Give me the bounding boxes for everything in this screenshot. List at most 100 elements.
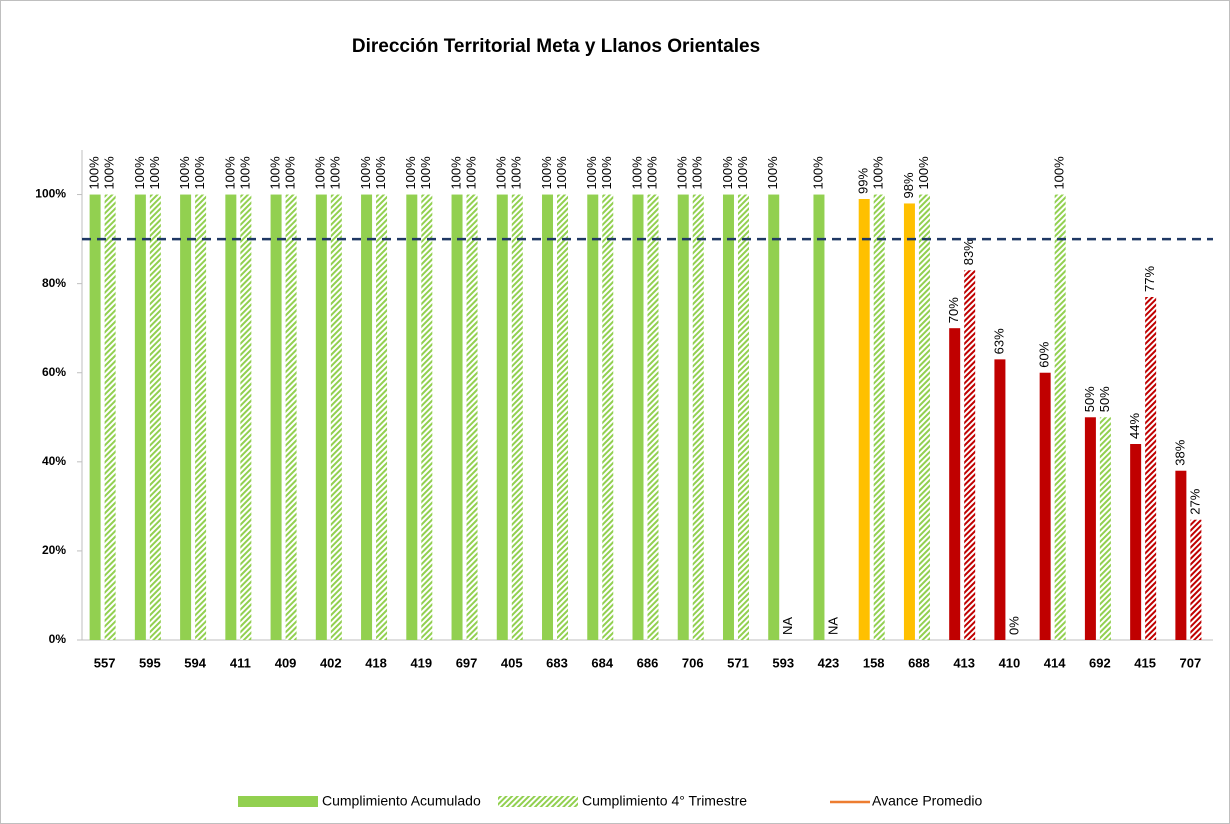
bar — [1130, 444, 1142, 640]
data-label: NA — [780, 617, 795, 635]
bar — [949, 328, 961, 640]
x-tick-label: 409 — [275, 655, 297, 670]
data-label: 100% — [720, 156, 735, 190]
data-label: 83% — [961, 239, 976, 265]
bar — [813, 194, 825, 640]
bar — [1175, 470, 1187, 640]
data-label: 27% — [1187, 488, 1202, 514]
data-label: 100% — [509, 156, 524, 190]
data-label: 0% — [1006, 616, 1021, 635]
x-tick-label: 402 — [320, 655, 342, 670]
bar — [315, 194, 327, 640]
x-tick-label: 571 — [727, 655, 749, 670]
bar — [361, 194, 373, 640]
bar — [1039, 372, 1051, 640]
bar — [270, 194, 282, 640]
bar — [511, 194, 523, 640]
bar — [180, 194, 192, 640]
x-tick-label: 419 — [410, 655, 432, 670]
data-label: 100% — [237, 156, 252, 190]
y-tick-label: 0% — [49, 632, 67, 646]
legend-label: Avance Promedio — [872, 793, 982, 809]
bar — [692, 194, 704, 640]
x-tick-label: 692 — [1089, 655, 1111, 670]
bar — [225, 194, 237, 640]
chart-title: Dirección Territorial Meta y Llanos Orie… — [352, 36, 760, 57]
bar — [89, 194, 101, 640]
data-label: 63% — [991, 328, 1006, 354]
data-label: 77% — [1142, 266, 1157, 292]
legend-swatch — [238, 796, 318, 807]
data-label: 100% — [132, 156, 147, 190]
bar — [632, 194, 644, 640]
bar — [496, 194, 508, 640]
data-label: 100% — [328, 156, 343, 190]
data-label: 100% — [644, 156, 659, 190]
data-label: 100% — [675, 156, 690, 190]
bar — [240, 194, 252, 640]
data-label: 100% — [1052, 156, 1067, 190]
data-label: 38% — [1172, 439, 1187, 465]
data-label: 100% — [871, 156, 886, 190]
y-tick-label: 60% — [42, 365, 66, 379]
data-label: 100% — [539, 156, 554, 190]
bar — [768, 194, 780, 640]
data-label: 100% — [102, 156, 117, 190]
data-label: 100% — [313, 156, 328, 190]
data-label: 100% — [463, 156, 478, 190]
bar — [451, 194, 463, 640]
data-label: 100% — [629, 156, 644, 190]
bar — [647, 194, 659, 640]
data-label: 100% — [690, 156, 705, 190]
x-tick-label: 557 — [94, 655, 116, 670]
bar — [1145, 297, 1157, 640]
bar — [587, 194, 599, 640]
bar — [542, 194, 554, 640]
bar — [557, 194, 569, 640]
y-tick-label: 80% — [42, 276, 66, 290]
legend-swatch — [498, 796, 578, 807]
data-label: 99% — [856, 168, 871, 194]
bar — [602, 194, 614, 640]
data-label: 100% — [222, 156, 237, 190]
data-label: 100% — [358, 156, 373, 190]
x-tick-label: 158 — [863, 655, 885, 670]
y-tick-label: 20% — [42, 543, 66, 557]
data-label: 100% — [87, 156, 102, 190]
x-tick-label: 594 — [184, 655, 206, 670]
data-label: 100% — [268, 156, 283, 190]
x-tick-label: 683 — [546, 655, 568, 670]
data-label: 100% — [916, 156, 931, 190]
bar — [285, 194, 297, 640]
bar — [149, 194, 161, 640]
bar — [722, 194, 734, 640]
data-label: 100% — [373, 156, 388, 190]
data-label: 100% — [192, 156, 207, 190]
y-tick-label: 100% — [35, 187, 66, 201]
x-tick-label: 405 — [501, 655, 523, 670]
data-label: 100% — [283, 156, 298, 190]
x-tick-label: 593 — [772, 655, 794, 670]
x-tick-label: 688 — [908, 655, 930, 670]
data-label: 50% — [1097, 386, 1112, 412]
bar — [677, 194, 689, 640]
data-label: 100% — [448, 156, 463, 190]
bar — [466, 194, 478, 640]
bar — [195, 194, 207, 640]
x-tick-label: 595 — [139, 655, 161, 670]
bar — [421, 194, 433, 640]
data-label: 100% — [403, 156, 418, 190]
bar — [406, 194, 418, 640]
bar — [134, 194, 146, 640]
bar — [994, 359, 1006, 640]
data-label: 100% — [584, 156, 599, 190]
x-tick-label: 697 — [456, 655, 478, 670]
data-label: 100% — [599, 156, 614, 190]
data-label: 70% — [946, 297, 961, 323]
x-tick-label: 411 — [230, 655, 251, 670]
x-tick-label: 410 — [999, 655, 1021, 670]
bar — [873, 194, 885, 640]
data-label: NA — [825, 617, 840, 635]
data-label: 100% — [810, 156, 825, 190]
